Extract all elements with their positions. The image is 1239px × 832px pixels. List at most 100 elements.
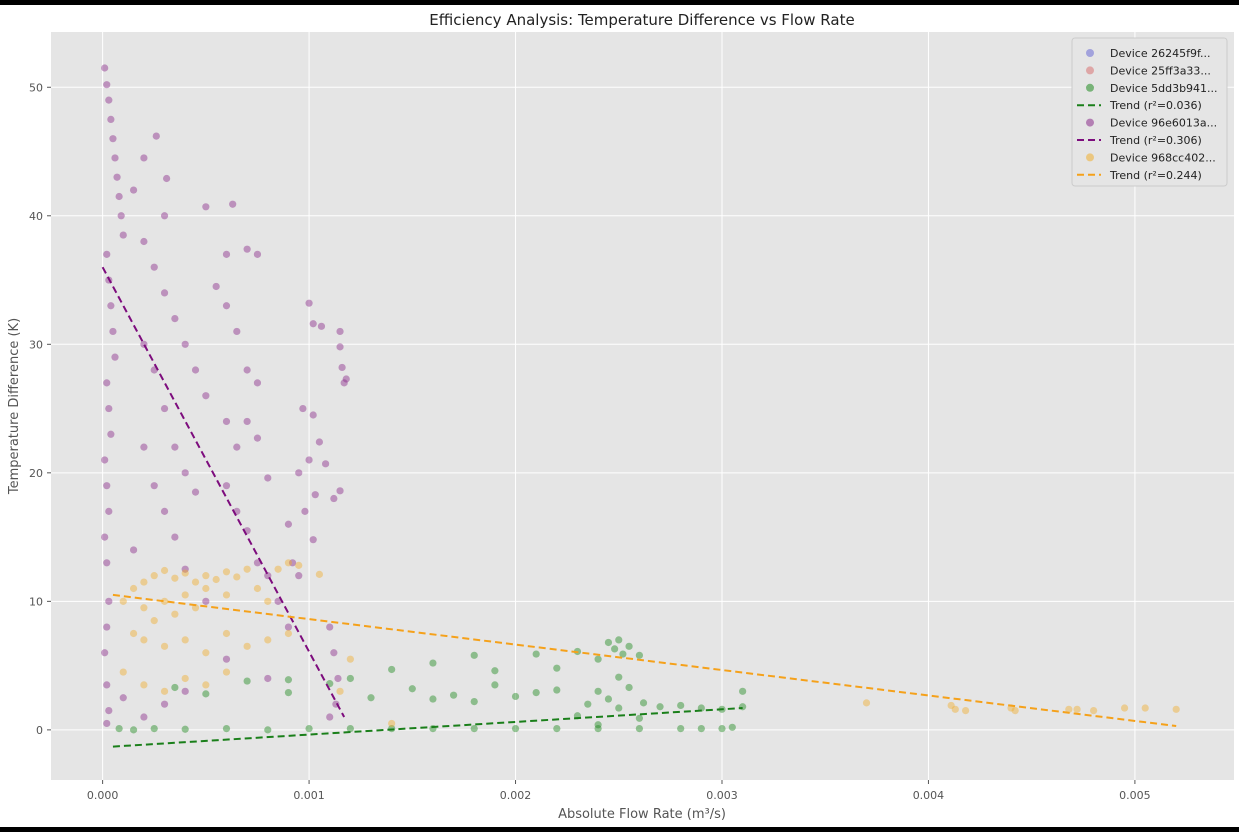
legend-marker bbox=[1086, 83, 1094, 92]
scatter-point bbox=[222, 724, 231, 733]
scatter-point bbox=[115, 192, 123, 201]
trend-line bbox=[101, 266, 346, 718]
scatter-point bbox=[739, 687, 747, 695]
legend-label: Trend (r²=0.306) bbox=[1109, 134, 1202, 147]
scatter-point bbox=[315, 570, 323, 578]
plot-background bbox=[51, 32, 1234, 780]
scatter-point bbox=[105, 597, 113, 605]
scatter-point bbox=[635, 651, 644, 659]
x-tick-label: 0.003 bbox=[706, 789, 738, 802]
scatter-point bbox=[181, 687, 189, 695]
scatter-point bbox=[284, 520, 293, 528]
scatter-point bbox=[243, 565, 251, 573]
x-axis-ticks: 0.000 0.001 0.002 0.003 0.004 0.005 bbox=[87, 780, 1151, 802]
scatter-point bbox=[181, 725, 189, 733]
legend: Device 26245f9f... Device 25ff3a33... Devi… bbox=[1071, 37, 1228, 187]
scatter-point bbox=[222, 568, 231, 576]
scatter-point bbox=[295, 469, 303, 477]
scatter-point bbox=[253, 379, 262, 387]
scatter-point bbox=[243, 366, 251, 374]
scatter-point bbox=[202, 572, 210, 580]
scatter-point bbox=[1120, 704, 1129, 712]
scatter-point bbox=[311, 491, 319, 499]
scatter-point bbox=[532, 650, 540, 658]
scatter-point bbox=[264, 674, 272, 683]
x-tick-label: 0.002 bbox=[500, 789, 532, 802]
scatter-point bbox=[619, 650, 627, 658]
scatter-point bbox=[284, 676, 293, 684]
scatter-point bbox=[340, 379, 348, 387]
scatter-point bbox=[305, 456, 313, 464]
scatter-point bbox=[101, 649, 109, 657]
legend-marker bbox=[1086, 49, 1094, 57]
legend-label: Device 5dd3b941... bbox=[1110, 82, 1218, 95]
scatter-point bbox=[253, 584, 262, 593]
chart-title: Efficiency Analysis: Temperature Differe… bbox=[429, 11, 854, 29]
scatter-point bbox=[150, 482, 158, 490]
scatter-point bbox=[408, 685, 416, 693]
scatter-point bbox=[330, 649, 338, 657]
scatter-point bbox=[253, 434, 262, 442]
scatter-point bbox=[584, 700, 592, 708]
scatter-point bbox=[511, 724, 520, 733]
scatter-point bbox=[103, 379, 111, 387]
legend-marker bbox=[1086, 153, 1094, 162]
scatter-point bbox=[288, 559, 297, 567]
scatter-point bbox=[309, 411, 317, 419]
y-tick-label: 40 bbox=[29, 210, 43, 223]
scatter-point bbox=[309, 320, 317, 328]
scatter-point bbox=[338, 363, 346, 372]
scatter-point bbox=[1090, 706, 1098, 715]
scatter-chart: 0.000 0.001 0.002 0.003 0.004 0.005 0 10 20 30 40… bbox=[7, 11, 1234, 822]
scatter-point bbox=[212, 282, 220, 291]
scatter-point bbox=[181, 469, 189, 477]
scatter-point bbox=[334, 674, 342, 683]
scatter-point bbox=[150, 724, 158, 733]
scatter-point bbox=[222, 668, 231, 676]
scatter-point bbox=[140, 443, 148, 451]
trend-line bbox=[112, 593, 1177, 728]
legend-marker bbox=[1086, 118, 1094, 127]
scatter-point bbox=[470, 651, 478, 659]
scatter-point bbox=[140, 154, 148, 162]
scatter-point bbox=[299, 404, 307, 413]
x-tick-label: 0.000 bbox=[87, 789, 119, 802]
scatter-point bbox=[264, 597, 272, 605]
scatter-point bbox=[274, 597, 282, 605]
scatter-point bbox=[604, 695, 613, 703]
scatter-point bbox=[309, 536, 317, 544]
scatter-point bbox=[264, 636, 272, 644]
scatter-point bbox=[243, 677, 251, 685]
scatter-point bbox=[191, 578, 200, 586]
scatter-point bbox=[305, 724, 313, 733]
scatter-point bbox=[315, 438, 323, 446]
scatter-point bbox=[243, 245, 251, 253]
y-tick-label: 0 bbox=[36, 724, 43, 737]
scatter-point bbox=[635, 724, 644, 733]
scatter-point bbox=[191, 366, 200, 374]
legend-label: Trend (r²=0.244) bbox=[1109, 169, 1202, 182]
scatter-point bbox=[103, 250, 111, 258]
chart-frame: 0.000 0.001 0.002 0.003 0.004 0.005 0 10 20 30 40… bbox=[0, 5, 1239, 827]
scatter-point bbox=[140, 681, 148, 689]
scatter-point bbox=[317, 322, 326, 330]
scatter-point bbox=[105, 706, 113, 715]
scatter-point bbox=[336, 343, 344, 351]
legend-label: Device 968cc402... bbox=[1110, 151, 1216, 164]
scatter-point bbox=[105, 507, 113, 515]
y-tick-label: 20 bbox=[29, 467, 43, 480]
scatter-point bbox=[171, 533, 179, 541]
scatter-point bbox=[160, 404, 169, 413]
scatter-point bbox=[171, 574, 179, 582]
scatter-point bbox=[119, 231, 127, 239]
scatter-point bbox=[140, 636, 148, 644]
scatter-point bbox=[553, 664, 561, 672]
scatter-point bbox=[264, 474, 272, 482]
scatter-point bbox=[284, 629, 293, 638]
scatter-point bbox=[202, 681, 210, 689]
scatter-point bbox=[326, 713, 334, 721]
scatter-point bbox=[117, 212, 125, 220]
scatter-point bbox=[140, 713, 148, 721]
scatter-point bbox=[160, 700, 169, 708]
scatter-point bbox=[342, 375, 350, 383]
